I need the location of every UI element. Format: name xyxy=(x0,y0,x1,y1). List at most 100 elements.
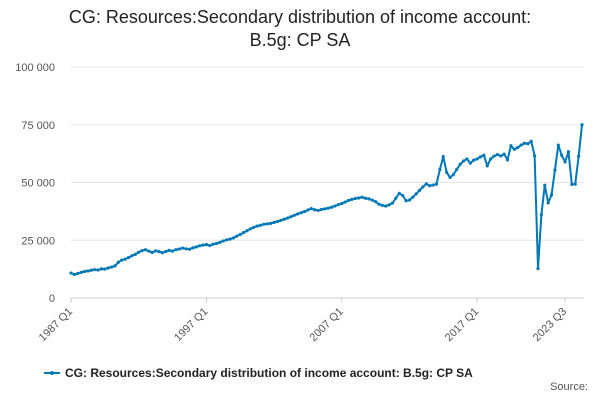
data-point xyxy=(170,249,175,253)
data-point xyxy=(133,252,137,256)
data-point xyxy=(448,175,452,180)
data-point xyxy=(445,170,449,174)
data-point xyxy=(533,154,537,158)
data-point xyxy=(313,208,317,212)
data-point xyxy=(184,247,188,251)
data-point xyxy=(106,266,110,270)
y-tick-label-1: 25 000 xyxy=(21,235,55,247)
data-point xyxy=(103,267,107,271)
data-point xyxy=(252,225,256,229)
data-point xyxy=(238,232,242,237)
data-point xyxy=(404,199,408,203)
data-point xyxy=(505,158,510,162)
y-tick-label-0: 0 xyxy=(49,293,55,305)
data-point xyxy=(130,254,134,258)
data-point xyxy=(262,222,266,226)
data-point xyxy=(539,213,543,217)
data-point xyxy=(553,168,557,172)
data-point xyxy=(285,216,290,220)
data-point xyxy=(407,198,412,202)
data-point xyxy=(272,220,276,225)
data-point xyxy=(363,196,368,200)
data-point xyxy=(573,182,577,186)
data-point xyxy=(231,236,236,240)
data-point xyxy=(336,203,340,207)
data-point xyxy=(563,160,567,164)
data-point xyxy=(451,173,455,177)
data-point xyxy=(346,198,351,203)
data-point xyxy=(86,269,90,273)
y-axis: 0 25 000 50 000 75 000 100 000 xyxy=(15,62,55,305)
legend-label: CG: Resources:Secondary distribution of … xyxy=(65,366,473,380)
data-point xyxy=(411,195,415,199)
data-point xyxy=(499,154,503,158)
x-tick-label-1: 1997 Q1 xyxy=(172,306,210,344)
data-point xyxy=(566,150,571,154)
data-point xyxy=(536,267,540,271)
data-point xyxy=(99,267,104,271)
data-point xyxy=(137,250,141,254)
data-point xyxy=(414,192,418,196)
legend[interactable]: CG: Resources:Secondary distribution of … xyxy=(44,366,473,380)
data-point xyxy=(187,247,192,251)
data-point xyxy=(380,203,384,207)
x-axis: 1987 Q1 1997 Q1 2007 Q1 2017 Q1 2023 Q3 xyxy=(37,298,569,344)
data-point xyxy=(198,244,202,248)
x-tick-label-2: 2007 Q1 xyxy=(308,306,346,344)
data-point xyxy=(279,218,283,222)
data-point xyxy=(79,270,83,274)
data-point xyxy=(394,196,398,200)
data-point xyxy=(472,158,476,162)
y-tick-label-4: 100 000 xyxy=(15,62,55,74)
data-point xyxy=(526,142,530,146)
data-point xyxy=(225,238,229,242)
data-point xyxy=(150,250,154,255)
gridlines xyxy=(71,66,584,299)
data-point xyxy=(126,255,131,260)
data-point xyxy=(492,154,496,158)
data-point xyxy=(461,159,466,163)
data-point xyxy=(529,139,533,143)
data-point xyxy=(248,227,252,231)
data-point xyxy=(323,207,327,211)
data-point xyxy=(82,269,87,274)
data-point xyxy=(424,182,428,186)
data-point xyxy=(549,193,554,197)
data-point xyxy=(275,219,280,224)
data-point xyxy=(478,155,483,159)
data-point xyxy=(110,265,114,269)
data-point xyxy=(265,222,269,226)
x-tick-label-4: 2023 Q3 xyxy=(531,306,569,344)
data-point xyxy=(174,248,178,252)
data-point xyxy=(560,153,564,157)
data-point xyxy=(194,245,198,249)
data-point xyxy=(309,207,313,211)
data-point xyxy=(292,213,296,217)
y-tick-label-3: 75 000 xyxy=(21,120,55,132)
data-point xyxy=(116,260,120,264)
data-point xyxy=(485,164,489,168)
data-point xyxy=(93,267,97,272)
x-tick-label-3: 2017 Q1 xyxy=(443,306,481,344)
data-point xyxy=(570,182,574,186)
data-point xyxy=(160,251,164,255)
source-label: Source: xyxy=(550,381,588,393)
data-point xyxy=(343,200,347,204)
data-point xyxy=(167,248,171,253)
data-point xyxy=(157,249,161,254)
data-point xyxy=(384,204,388,208)
data-point xyxy=(69,271,73,275)
data-point xyxy=(502,152,506,156)
data-point xyxy=(89,268,93,272)
data-point xyxy=(235,234,239,238)
data-point xyxy=(377,202,381,206)
data-point xyxy=(401,193,405,198)
data-point xyxy=(208,243,212,248)
data-point xyxy=(255,224,259,228)
data-point xyxy=(201,243,205,247)
data-point xyxy=(340,201,344,206)
data-point xyxy=(302,210,307,214)
data-point xyxy=(509,144,513,148)
data-point xyxy=(211,242,215,246)
